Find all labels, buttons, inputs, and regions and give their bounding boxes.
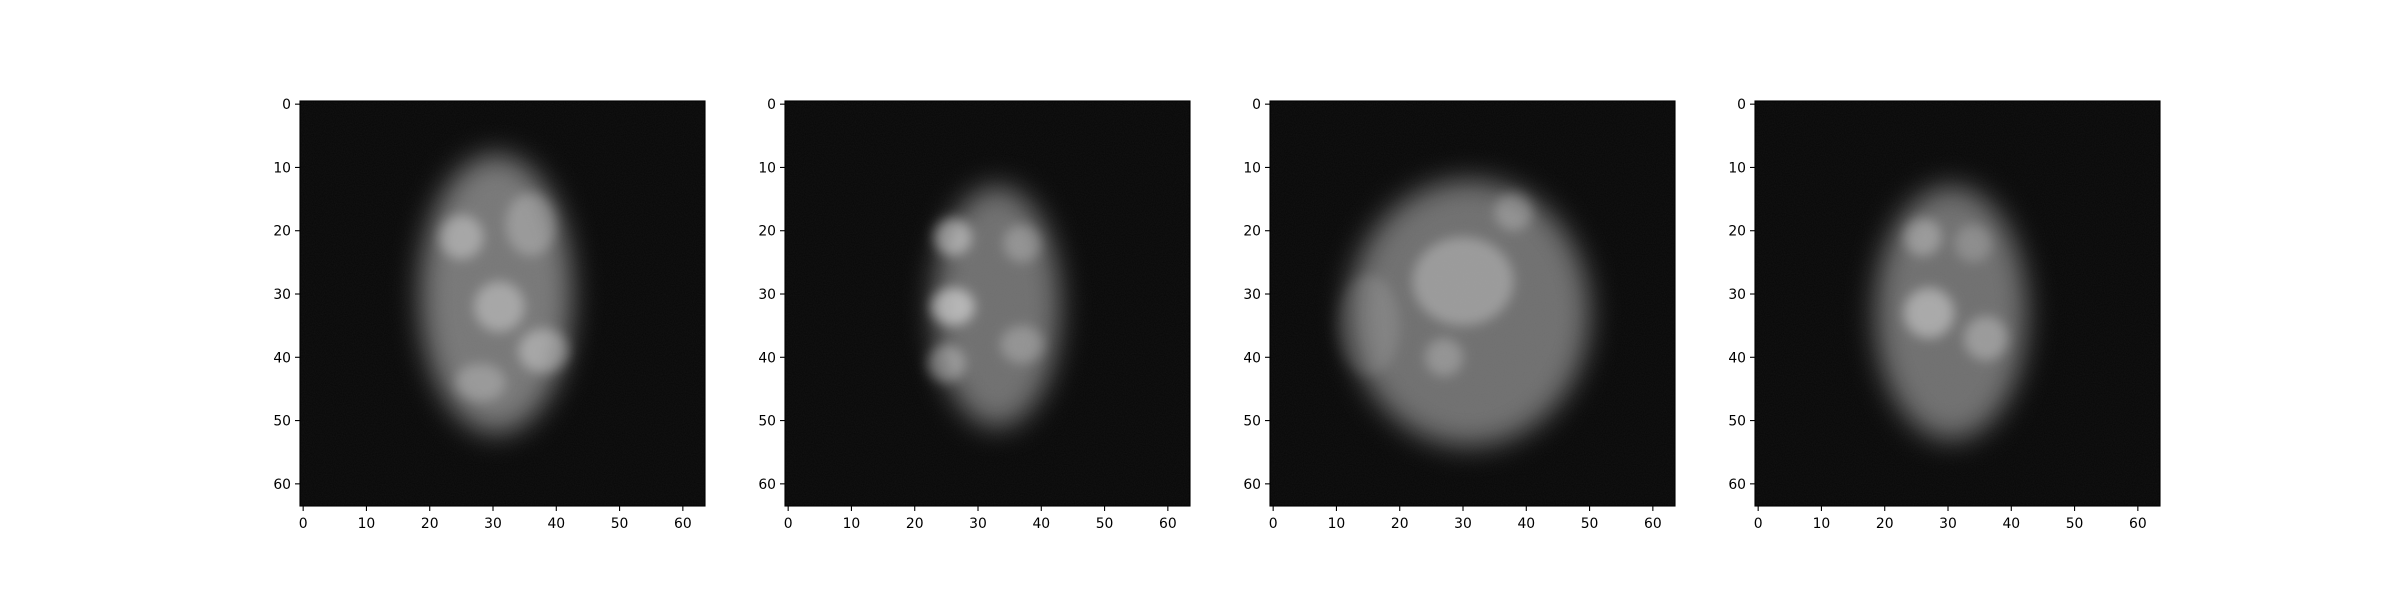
x-tick-label: 0 bbox=[1269, 516, 1278, 532]
x-tick-label: 60 bbox=[674, 516, 692, 532]
y-tick-label: 40 bbox=[273, 350, 291, 366]
y-tick-label: 0 bbox=[1737, 97, 1746, 113]
x-tick-label: 30 bbox=[1454, 516, 1472, 532]
y-tick-label: 20 bbox=[273, 224, 291, 240]
y-tick-label: 0 bbox=[1252, 97, 1261, 113]
y-tick-label: 0 bbox=[767, 97, 776, 113]
y-tick-label: 30 bbox=[1728, 287, 1746, 303]
x-tick-label: 10 bbox=[1328, 516, 1346, 532]
y-tick-label: 50 bbox=[758, 414, 776, 430]
x-tick-label: 40 bbox=[1032, 516, 1050, 532]
x-tick-label: 40 bbox=[1517, 516, 1535, 532]
y-tick-label: 60 bbox=[758, 477, 776, 493]
x-tick-label: 40 bbox=[2002, 516, 2020, 532]
x-tick-label: 20 bbox=[1876, 516, 1894, 532]
x-tick-label: 20 bbox=[421, 516, 439, 532]
y-tick-label: 50 bbox=[1243, 414, 1261, 430]
y-tick-label: 10 bbox=[273, 160, 291, 176]
x-tick-label: 60 bbox=[2129, 516, 2147, 532]
axes-frame bbox=[299, 100, 706, 507]
x-tick-label: 50 bbox=[1581, 516, 1599, 532]
y-tick-label: 40 bbox=[1243, 350, 1261, 366]
axes-frame bbox=[1754, 100, 2161, 507]
y-tick-label: 10 bbox=[1728, 160, 1746, 176]
y-tick-label: 0 bbox=[282, 97, 291, 113]
x-tick-label: 30 bbox=[484, 516, 502, 532]
x-tick-label: 10 bbox=[1813, 516, 1831, 532]
y-tick-label: 60 bbox=[273, 477, 291, 493]
x-tick-label: 0 bbox=[784, 516, 793, 532]
x-tick-label: 40 bbox=[547, 516, 565, 532]
axes-frame bbox=[784, 100, 1191, 507]
y-tick-label: 20 bbox=[758, 224, 776, 240]
panel-3: 0 10 20 30 40 50 60 0 10 20 30 40 50 60 bbox=[1243, 97, 1676, 532]
y-tick-label: 50 bbox=[273, 414, 291, 430]
panel-2: 0 10 20 30 40 50 60 0 10 20 30 40 50 60 bbox=[758, 97, 1191, 532]
x-tick-label: 60 bbox=[1159, 516, 1177, 532]
x-tick-label: 50 bbox=[2066, 516, 2084, 532]
x-tick-label: 20 bbox=[906, 516, 924, 532]
image-area bbox=[1755, 101, 2160, 506]
y-tick-label: 50 bbox=[1728, 414, 1746, 430]
y-tick-label: 60 bbox=[1243, 477, 1261, 493]
x-tick-label: 30 bbox=[969, 516, 987, 532]
axes-frame bbox=[1269, 100, 1676, 507]
panel-1: 0 10 20 30 40 50 60 0 10 20 30 40 50 60 bbox=[273, 97, 706, 532]
x-tick-label: 20 bbox=[1391, 516, 1409, 532]
y-tick-label: 20 bbox=[1243, 224, 1261, 240]
x-tick-label: 0 bbox=[299, 516, 308, 532]
x-tick-label: 30 bbox=[1939, 516, 1957, 532]
image-area bbox=[1270, 101, 1675, 506]
image-area bbox=[300, 101, 705, 506]
x-tick-label: 10 bbox=[843, 516, 861, 532]
panel-4: 0 10 20 30 40 50 60 0 10 20 30 40 50 60 bbox=[1728, 97, 2161, 532]
x-tick-label: 50 bbox=[611, 516, 629, 532]
y-tick-label: 30 bbox=[273, 287, 291, 303]
image-area bbox=[785, 101, 1190, 506]
x-tick-label: 10 bbox=[358, 516, 376, 532]
y-tick-label: 40 bbox=[758, 350, 776, 366]
x-tick-label: 0 bbox=[1754, 516, 1763, 532]
y-tick-label: 30 bbox=[1243, 287, 1261, 303]
y-tick-label: 30 bbox=[758, 287, 776, 303]
x-tick-label: 60 bbox=[1644, 516, 1662, 532]
y-tick-label: 20 bbox=[1728, 224, 1746, 240]
y-tick-label: 10 bbox=[758, 160, 776, 176]
y-tick-label: 60 bbox=[1728, 477, 1746, 493]
y-tick-label: 10 bbox=[1243, 160, 1261, 176]
y-tick-label: 40 bbox=[1728, 350, 1746, 366]
x-tick-label: 50 bbox=[1096, 516, 1114, 532]
